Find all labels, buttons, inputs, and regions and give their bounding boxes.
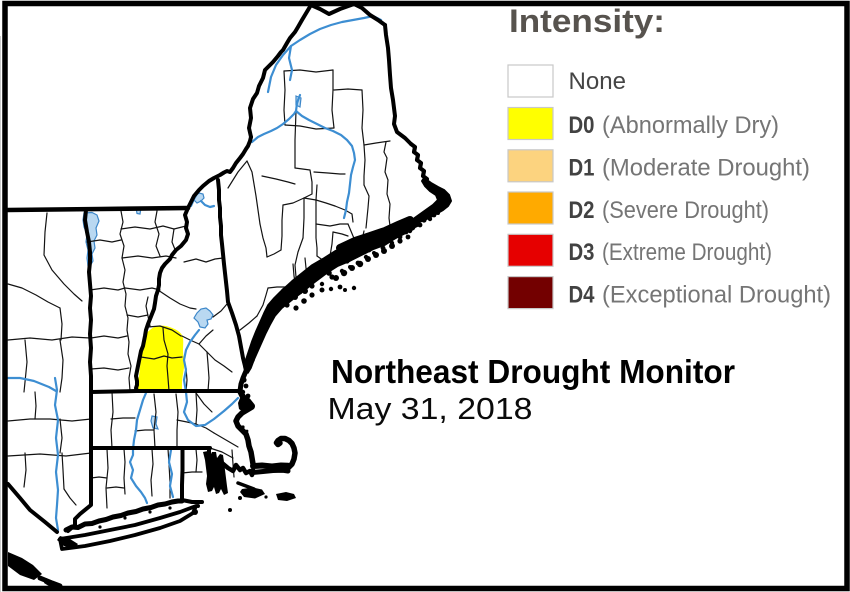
- svg-text:D0: D0: [569, 112, 595, 139]
- svg-text:Northeast Drought Monitor: Northeast Drought Monitor: [331, 353, 735, 390]
- svg-text:D4: D4: [569, 282, 595, 309]
- svg-text:(Extreme Drought): (Extreme Drought): [602, 239, 772, 266]
- svg-text:May 31, 2018: May 31, 2018: [328, 391, 533, 426]
- svg-text:D2: D2: [569, 197, 595, 224]
- svg-text:Intensity:: Intensity:: [509, 3, 665, 39]
- svg-text:(Exceptional Drought): (Exceptional Drought): [602, 282, 831, 309]
- svg-text:(Severe Drought): (Severe Drought): [602, 197, 769, 224]
- svg-text:(Moderate Drought): (Moderate Drought): [602, 155, 810, 182]
- svg-text:(Abnormally Dry): (Abnormally Dry): [602, 112, 779, 139]
- svg-text:D1: D1: [569, 155, 595, 182]
- svg-text:None: None: [569, 68, 627, 95]
- svg-text:D3: D3: [569, 239, 595, 266]
